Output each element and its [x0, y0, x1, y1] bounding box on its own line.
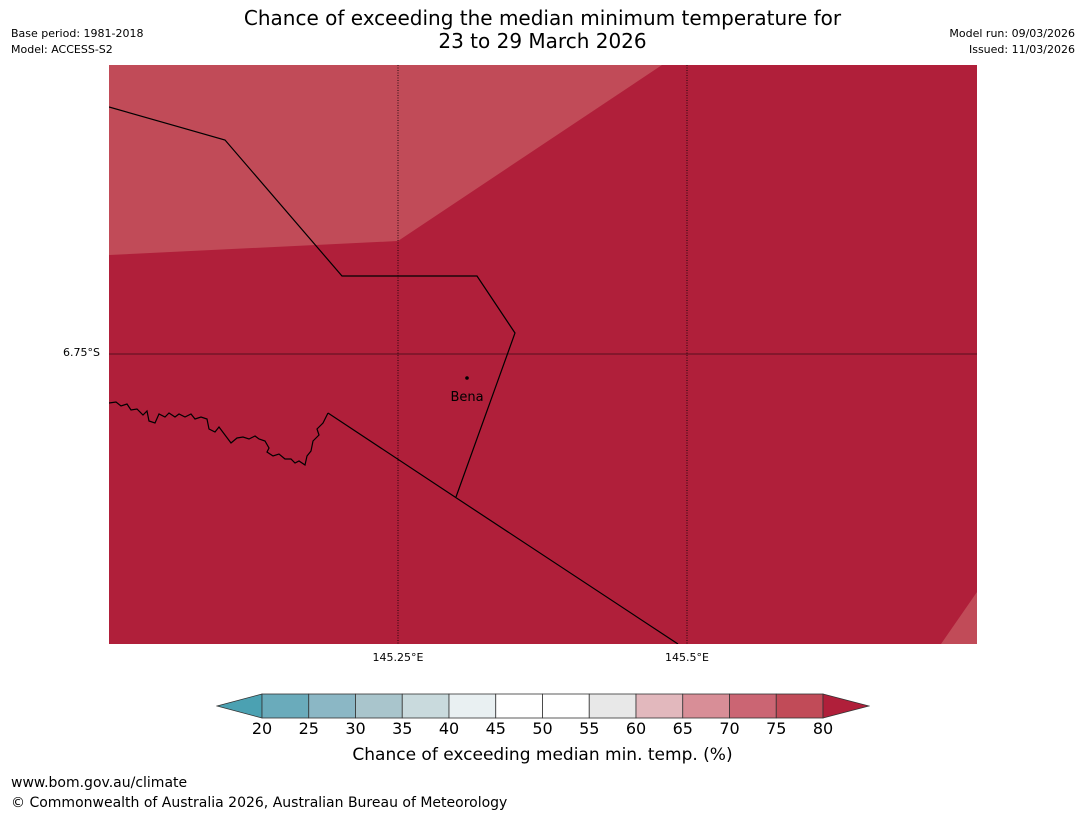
town-label: Bena	[450, 390, 483, 405]
colorbar-tick-70: 70	[719, 719, 740, 738]
title-line-2: 23 to 29 March 2026	[438, 29, 647, 53]
river-boundary	[109, 401, 329, 466]
colorbar-segment-45-50	[495, 693, 543, 719]
footer-url[interactable]: www.bom.gov.au/climate	[11, 775, 188, 791]
province-boundary	[109, 106, 516, 498]
issued-date: Issued: 11/03/2026	[968, 43, 1075, 56]
colorbar-over-arrow	[822, 693, 870, 719]
colorbar-tick-50: 50	[532, 719, 553, 738]
longitude-label-145-5: 145.5°E	[665, 651, 709, 664]
colorbar-tick-65: 65	[672, 719, 693, 738]
model-run: Model run: 09/03/2026	[949, 27, 1075, 40]
colorbar-tick-55: 55	[579, 719, 600, 738]
probability-area-75-80-southeast	[941, 592, 977, 644]
colorbar-tick-80: 80	[812, 719, 834, 738]
colorbar-segment-60-65	[635, 693, 684, 719]
colorbar-under-arrow	[216, 693, 263, 719]
town-marker	[465, 376, 469, 380]
colorbar-tick-45: 45	[485, 719, 506, 738]
base-period: Base period: 1981-2018	[11, 27, 144, 40]
colorbar-segment-50-55	[542, 693, 590, 719]
province-boundary-southwest	[327, 412, 679, 644]
colorbar-tick-30: 30	[345, 719, 366, 738]
colorbar-tick-35: 35	[392, 719, 413, 738]
colorbar-tick-20: 20	[251, 719, 273, 738]
latitude-label: 6.75°S	[63, 346, 100, 359]
colorbar-segment-25-30	[308, 693, 356, 719]
chart-title: Chance of exceeding the median minimum t…	[0, 7, 1085, 53]
colorbar-tick-75: 75	[766, 719, 787, 738]
meta-left: Base period: 1981-2018 Model: ACCESS-S2	[11, 26, 143, 58]
colorbar-segment-35-40	[401, 693, 450, 719]
colorbar-segment-75-80	[775, 693, 824, 719]
colorbar-segment-55-60	[588, 693, 637, 719]
colorbar-segment-30-35	[355, 693, 403, 719]
colorbar	[216, 693, 870, 719]
colorbar-segment-65-70	[682, 693, 730, 719]
longitude-label-145-25: 145.25°E	[372, 651, 424, 664]
colorbar-segment-70-75	[729, 693, 777, 719]
map-panel: Bena	[109, 65, 977, 644]
title-line-1: Chance of exceeding the median minimum t…	[243, 6, 842, 30]
footer-copyright: © Commonwealth of Australia 2026, Austra…	[11, 795, 508, 811]
colorbar-label: Chance of exceeding median min. temp. (%…	[352, 745, 733, 765]
model-name: Model: ACCESS-S2	[11, 43, 113, 56]
colorbar-segment-20-25	[261, 693, 310, 719]
probability-area-75-80-northwest	[109, 65, 662, 255]
colorbar-tick-25: 25	[298, 719, 319, 738]
colorbar-tick-60: 60	[625, 719, 647, 738]
colorbar-segment-40-45	[448, 693, 497, 719]
meta-right: Model run: 09/03/2026 Issued: 11/03/2026	[949, 26, 1075, 58]
colorbar-tick-40: 40	[438, 719, 460, 738]
